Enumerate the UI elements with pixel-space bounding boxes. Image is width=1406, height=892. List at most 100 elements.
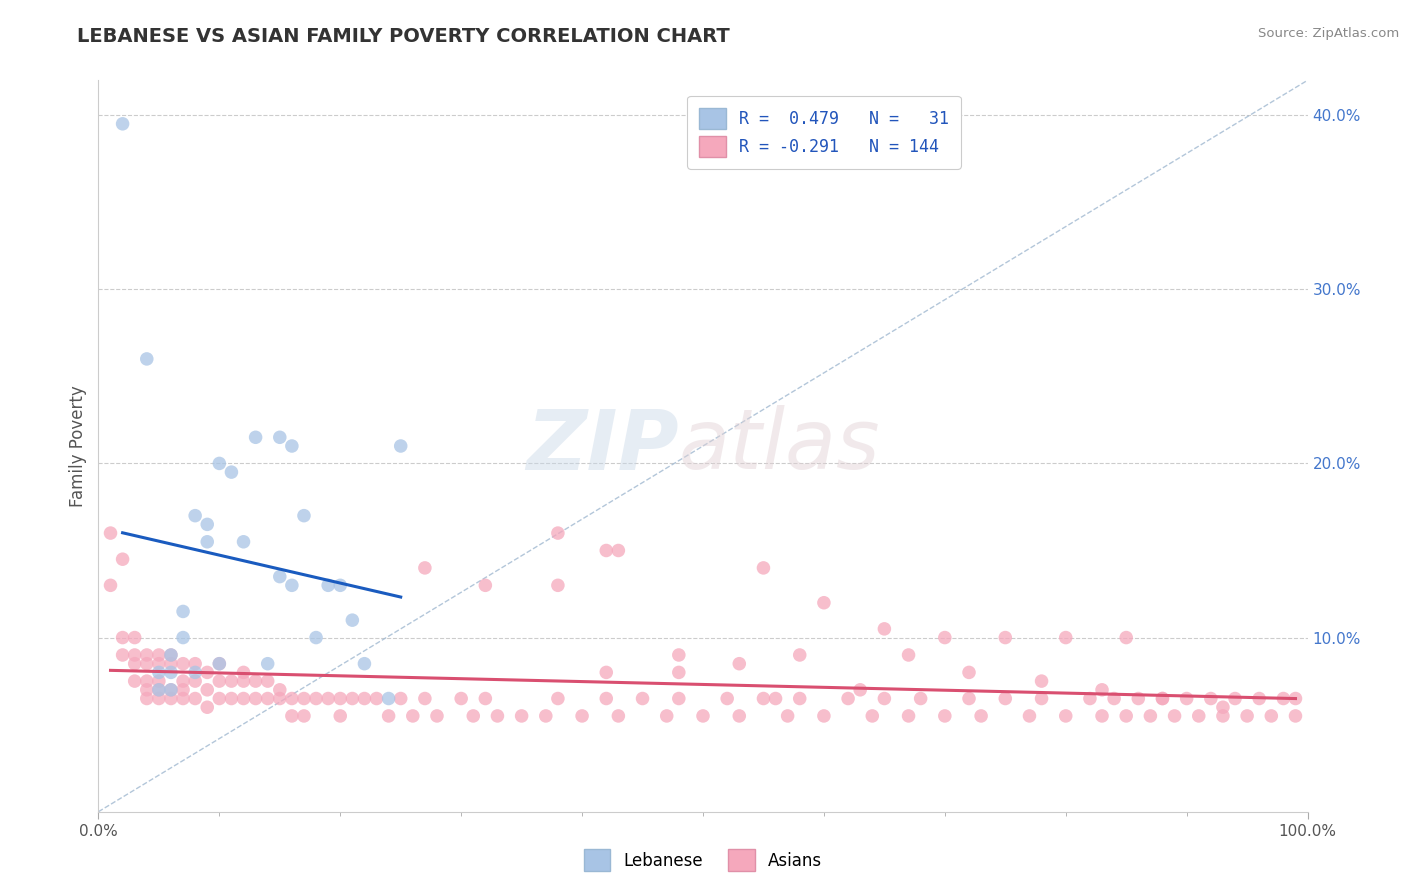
Point [1284, 691, 1306, 706]
Point [534, 709, 557, 723]
Point [849, 682, 872, 697]
Point [547, 691, 569, 706]
Point [172, 674, 194, 689]
Point [873, 691, 896, 706]
Point [184, 691, 207, 706]
Point [184, 657, 207, 671]
Point [813, 709, 835, 723]
Point [160, 665, 183, 680]
Point [1128, 691, 1150, 706]
Legend: R =  0.479   N =   31, R = -0.291   N = 144: R = 0.479 N = 31, R = -0.291 N = 144 [688, 96, 960, 169]
Point [148, 682, 170, 697]
Point [1152, 691, 1174, 706]
Point [184, 665, 207, 680]
Point [111, 552, 134, 566]
Point [184, 508, 207, 523]
Point [342, 691, 364, 706]
Point [208, 674, 231, 689]
Text: LEBANESE VS ASIAN FAMILY POVERTY CORRELATION CHART: LEBANESE VS ASIAN FAMILY POVERTY CORRELA… [77, 27, 730, 45]
Point [305, 691, 328, 706]
Point [1152, 691, 1174, 706]
Point [463, 709, 485, 723]
Point [752, 561, 775, 575]
Point [160, 682, 183, 697]
Point [329, 691, 352, 706]
Point [1091, 709, 1114, 723]
Point [329, 578, 352, 592]
Point [426, 709, 449, 723]
Point [135, 691, 157, 706]
Point [1031, 691, 1053, 706]
Point [195, 517, 218, 532]
Point [269, 569, 291, 583]
Point [256, 691, 278, 706]
Point [353, 657, 375, 671]
Point [413, 691, 436, 706]
Point [474, 578, 496, 592]
Point [148, 648, 170, 662]
Point [245, 691, 267, 706]
Point [1054, 709, 1077, 723]
Point [776, 709, 799, 723]
Point [366, 691, 388, 706]
Point [172, 682, 194, 697]
Point [353, 691, 375, 706]
Point [1223, 691, 1246, 706]
Point [281, 439, 304, 453]
Point [1272, 691, 1295, 706]
Point [728, 709, 751, 723]
Point [172, 657, 194, 671]
Point [232, 665, 254, 680]
Point [692, 709, 714, 723]
Point [135, 674, 157, 689]
Point [148, 657, 170, 671]
Point [873, 622, 896, 636]
Point [486, 709, 509, 723]
Point [728, 657, 751, 671]
Point [111, 117, 134, 131]
Point [1031, 674, 1053, 689]
Point [172, 691, 194, 706]
Point [221, 465, 243, 479]
Point [1163, 709, 1185, 723]
Point [957, 691, 980, 706]
Point [389, 691, 412, 706]
Point [897, 709, 920, 723]
Point [135, 657, 157, 671]
Point [292, 691, 315, 706]
Point [256, 657, 278, 671]
Point [160, 682, 183, 697]
Point [195, 682, 218, 697]
Point [124, 674, 146, 689]
Text: atlas: atlas [679, 406, 880, 486]
Point [970, 709, 993, 723]
Point [1212, 700, 1234, 714]
Point [813, 596, 835, 610]
Point [450, 691, 472, 706]
Point [124, 648, 146, 662]
Point [547, 526, 569, 541]
Point [413, 561, 436, 575]
Point [232, 691, 254, 706]
Point [789, 691, 811, 706]
Point [1139, 709, 1161, 723]
Legend: Lebanese, Asians: Lebanese, Asians [575, 841, 831, 880]
Point [607, 543, 630, 558]
Point [571, 709, 593, 723]
Text: ZIP: ZIP [526, 406, 679, 486]
Point [316, 578, 339, 592]
Point [316, 691, 339, 706]
Point [111, 648, 134, 662]
Point [111, 631, 134, 645]
Point [195, 665, 218, 680]
Point [897, 648, 920, 662]
Point [1018, 709, 1040, 723]
Point [232, 534, 254, 549]
Point [305, 631, 328, 645]
Point [160, 657, 183, 671]
Point [100, 526, 122, 541]
Point [195, 534, 218, 549]
Point [789, 648, 811, 662]
Point [402, 709, 425, 723]
Point [1260, 709, 1282, 723]
